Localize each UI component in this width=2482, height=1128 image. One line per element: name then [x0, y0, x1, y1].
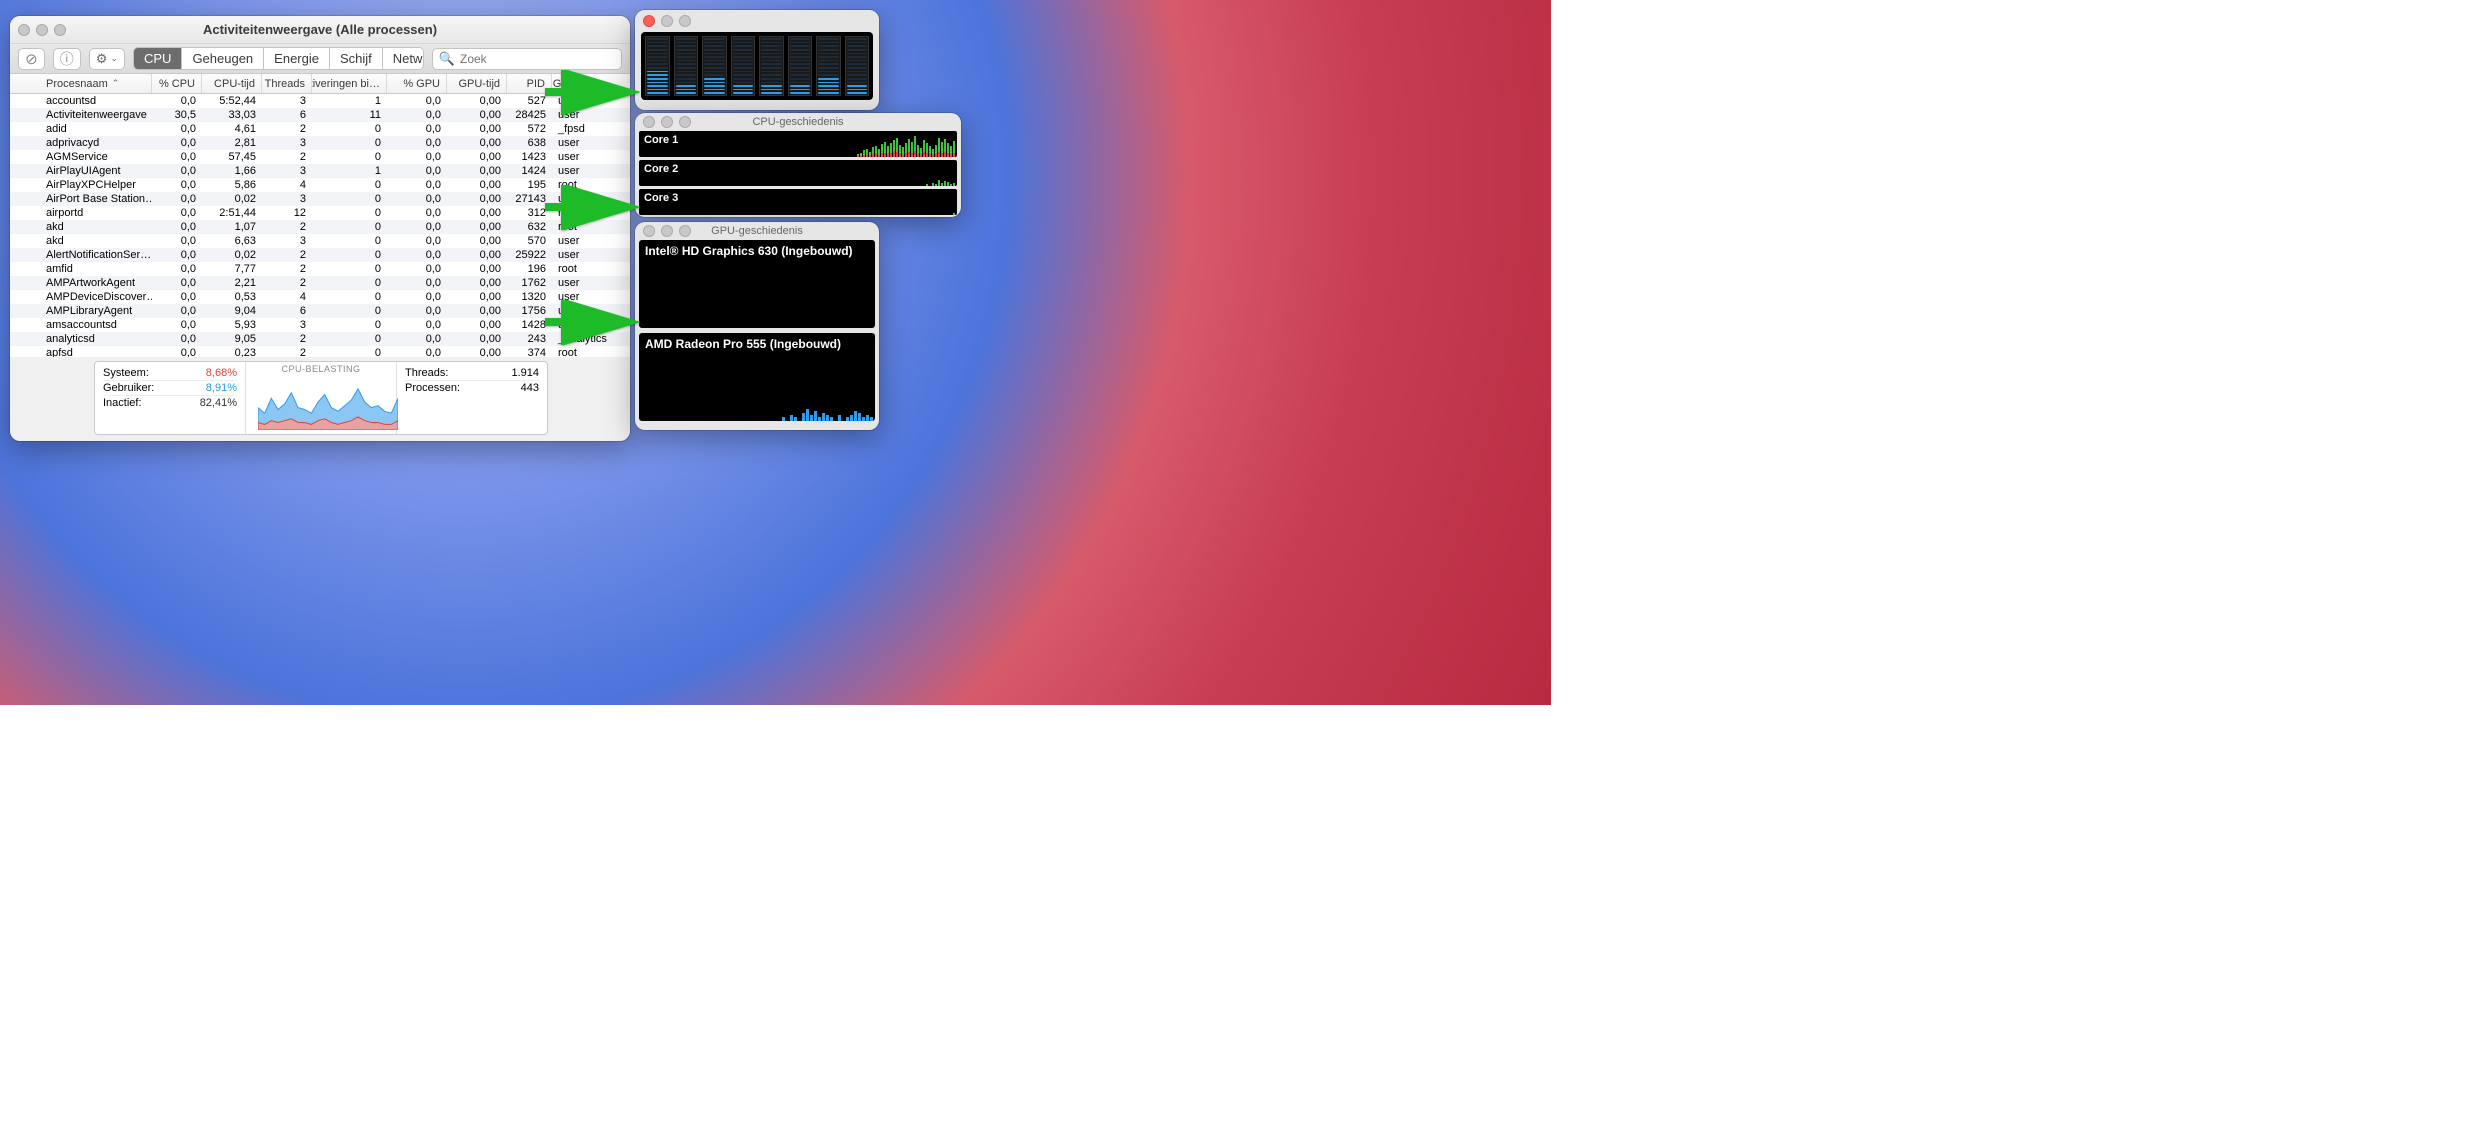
gpu-history-window: GPU-geschiedenis Intel® HD Graphics 630 …: [635, 222, 879, 430]
cpu-load-chart: CPU-BELASTING: [246, 362, 397, 434]
arrow-annotation: [545, 70, 640, 118]
gear-menu-button[interactable]: ⚙⌄: [89, 48, 125, 70]
process-table[interactable]: accountsd0,05:52,44310,00,00527userActiv…: [10, 94, 630, 357]
cpu-history-body: Core 1 Core 2 Core 3: [639, 131, 957, 215]
core-panel: Core 2: [639, 160, 957, 186]
table-row[interactable]: AMPDeviceDiscover…0,00,53400,00,001320us…: [10, 290, 630, 304]
table-row[interactable]: Activiteitenweergave30,533,036110,00,002…: [10, 108, 630, 122]
table-row[interactable]: airportd0,02:51,441200,00,00312root: [10, 206, 630, 220]
cpuhist-titlebar[interactable]: CPU-geschiedenis: [635, 113, 961, 131]
bars-titlebar[interactable]: [635, 10, 879, 32]
column-header-gput[interactable]: GPU-tijd: [447, 74, 507, 93]
minimize-icon[interactable]: [36, 24, 48, 36]
zoom-icon[interactable]: [54, 24, 66, 36]
zoom-icon[interactable]: [679, 116, 691, 128]
tab-cpu[interactable]: CPU: [134, 48, 182, 69]
table-row[interactable]: AirPort Base Station…0,00,02300,00,00271…: [10, 192, 630, 206]
close-icon[interactable]: [18, 24, 30, 36]
search-icon: 🔍: [439, 51, 455, 67]
summary-right: Threads:1.914Processen:443: [397, 362, 547, 434]
table-row[interactable]: AlertNotificationSer…0,00,02200,00,00259…: [10, 248, 630, 262]
table-row[interactable]: AirPlayXPCHelper0,05,86400,00,00195root: [10, 178, 630, 192]
activity-monitor-window: Activiteitenweergave (Alle processen) ⊘ …: [10, 16, 630, 441]
table-row[interactable]: akd0,01,07200,00,00632root: [10, 220, 630, 234]
table-row[interactable]: AirPlayUIAgent0,01,66310,00,001424user: [10, 164, 630, 178]
column-header-gpup[interactable]: % GPU: [387, 74, 447, 93]
info-button[interactable]: ⓘ: [53, 48, 81, 70]
table-header: Procesnaam% CPUCPU-tijdThreadsActivering…: [10, 74, 630, 94]
cpu-load-chart-title: CPU-BELASTING: [281, 364, 360, 374]
tab-geheugen[interactable]: Geheugen: [182, 48, 264, 69]
table-row[interactable]: accountsd0,05:52,44310,00,00527user: [10, 94, 630, 108]
table-row[interactable]: amsaccountsd0,05,93300,00,001428user: [10, 318, 630, 332]
column-header-thr[interactable]: Threads: [262, 74, 312, 93]
stop-process-button[interactable]: ⊘: [18, 48, 45, 70]
table-row[interactable]: apfsd0,00,23200,00,00374root: [10, 346, 630, 357]
search-field[interactable]: [460, 52, 615, 66]
toolbar: ⊘ ⓘ ⚙⌄ CPUGeheugenEnergieSchijfNetwerk 🔍: [10, 44, 630, 74]
core-panel: Core 1: [639, 131, 957, 157]
table-row[interactable]: amfid0,07,77200,00,00196root: [10, 262, 630, 276]
zoom-icon[interactable]: [679, 15, 691, 27]
core-panel: Core 3: [639, 189, 957, 215]
close-icon[interactable]: [643, 225, 655, 237]
table-row[interactable]: akd0,06,63300,00,00570user: [10, 234, 630, 248]
column-header-cpu[interactable]: % CPU: [152, 74, 202, 93]
column-header-time[interactable]: CPU-tijd: [202, 74, 262, 93]
tab-segmented-control: CPUGeheugenEnergieSchijfNetwerk: [133, 47, 424, 70]
table-row[interactable]: AMPArtworkAgent0,02,21200,00,001762user: [10, 276, 630, 290]
gpu-history-body: Intel® HD Graphics 630 (Ingebouwd)AMD Ra…: [639, 240, 875, 421]
cpu-bars-window: [635, 10, 879, 110]
tab-netwerk[interactable]: Netwerk: [383, 48, 424, 69]
table-row[interactable]: adid0,04,61200,00,00572_fpsd: [10, 122, 630, 136]
minimize-icon[interactable]: [661, 116, 673, 128]
minimize-icon[interactable]: [661, 15, 673, 27]
table-row[interactable]: AGMService0,057,45200,00,001423user: [10, 150, 630, 164]
main-titlebar[interactable]: Activiteitenweergave (Alle processen): [10, 16, 630, 44]
table-row[interactable]: adprivacyd0,02,81300,00,00638user: [10, 136, 630, 150]
arrow-annotation: [545, 185, 640, 233]
tab-energie[interactable]: Energie: [264, 48, 330, 69]
gpu-panel: Intel® HD Graphics 630 (Ingebouwd): [639, 240, 875, 328]
cpu-bars: [641, 32, 873, 100]
tab-schijf[interactable]: Schijf: [330, 48, 383, 69]
cpu-history-window: CPU-geschiedenis Core 1 Core 2 Core 3: [635, 113, 961, 217]
table-row[interactable]: AMPLibraryAgent0,09,04600,00,001756user: [10, 304, 630, 318]
table-row[interactable]: analyticsd0,09,05200,00,00243_analyticsd: [10, 332, 630, 346]
summary-panel: Systeem:8,68%Gebruiker:8,91%Inactief:82,…: [94, 361, 548, 435]
minimize-icon[interactable]: [661, 225, 673, 237]
summary-left: Systeem:8,68%Gebruiker:8,91%Inactief:82,…: [95, 362, 246, 434]
gpu-panel: AMD Radeon Pro 555 (Ingebouwd): [639, 333, 875, 421]
column-header-act[interactable]: Activeringen bi…: [312, 74, 387, 93]
zoom-icon[interactable]: [679, 225, 691, 237]
close-icon[interactable]: [643, 116, 655, 128]
arrow-annotation: [545, 300, 640, 348]
gpuhist-titlebar[interactable]: GPU-geschiedenis: [635, 222, 879, 240]
window-title: Activiteitenweergave (Alle processen): [10, 22, 630, 37]
column-header-name[interactable]: Procesnaam: [10, 74, 152, 93]
search-input[interactable]: 🔍: [432, 48, 622, 70]
close-icon[interactable]: [643, 15, 655, 27]
